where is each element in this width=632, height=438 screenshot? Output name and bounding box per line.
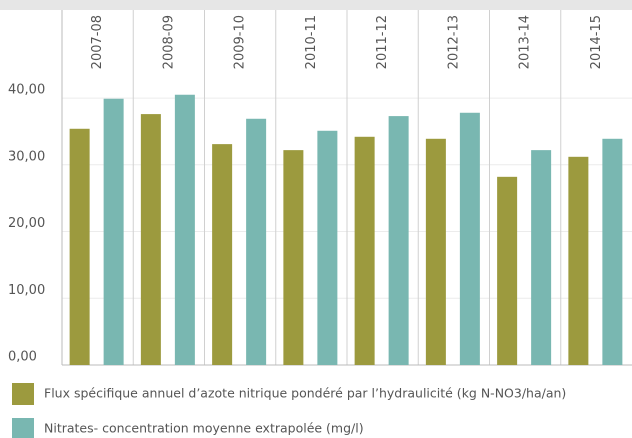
x-tick-label: 2007-08 bbox=[90, 15, 105, 69]
bar bbox=[140, 114, 161, 365]
legend-label: Flux spécifique annuel d’azote nitrique … bbox=[44, 386, 566, 401]
legend-swatch bbox=[12, 383, 34, 405]
bar bbox=[459, 112, 480, 366]
header-band bbox=[0, 0, 632, 10]
x-tick-label: 2008-09 bbox=[161, 15, 176, 69]
y-tick-label: 40,00 bbox=[8, 83, 45, 98]
x-tick-label: 2010-11 bbox=[304, 15, 319, 69]
bar bbox=[103, 98, 124, 365]
bar bbox=[212, 144, 233, 365]
y-tick-label: 10,00 bbox=[8, 283, 45, 298]
bar bbox=[602, 138, 623, 365]
bar bbox=[354, 136, 375, 365]
bar bbox=[246, 118, 267, 365]
bar bbox=[531, 150, 552, 365]
bar bbox=[317, 130, 338, 365]
bar bbox=[283, 150, 304, 365]
legend-swatch bbox=[12, 418, 34, 438]
bar bbox=[568, 156, 589, 365]
y-tick-label: 30,00 bbox=[8, 149, 45, 164]
bar bbox=[425, 138, 446, 365]
x-tick-label: 2014-15 bbox=[589, 15, 604, 69]
x-tick-label: 2009-10 bbox=[233, 15, 248, 69]
bar bbox=[69, 128, 90, 365]
x-tick-label: 2013-14 bbox=[518, 15, 533, 69]
y-tick-label: 20,00 bbox=[8, 216, 45, 231]
bar bbox=[174, 94, 195, 365]
bar bbox=[497, 176, 518, 365]
x-tick-label: 2011-12 bbox=[375, 15, 390, 69]
legend-label: Nitrates- concentration moyenne extrapol… bbox=[44, 421, 364, 436]
y-tick-label: 0,00 bbox=[8, 350, 37, 365]
x-tick-label: 2012-13 bbox=[446, 15, 461, 69]
bar bbox=[388, 116, 409, 365]
